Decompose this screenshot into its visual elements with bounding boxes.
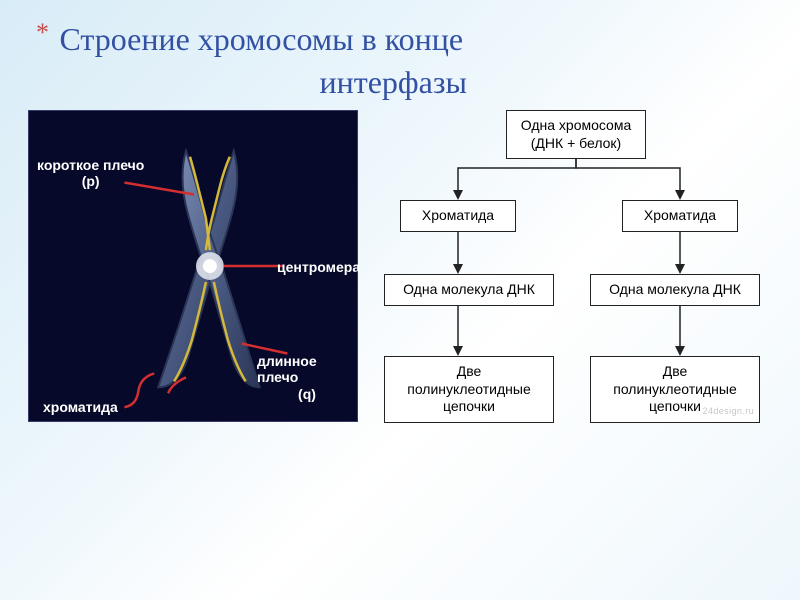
node-poly-left-l3: цепочки	[443, 398, 495, 414]
node-poly-right-l2: полинуклеотидные	[613, 381, 736, 397]
label-chromatid: хроматида	[43, 399, 118, 415]
label-short-arm: короткое плечо (p)	[37, 157, 144, 189]
node-poly-left-l1: Две	[457, 363, 482, 379]
slide-title: Строение хромосомы в конце интерфазы	[59, 18, 467, 104]
content-row: короткое плечо (p) центромера длинное пл…	[0, 104, 800, 430]
flowchart: Одна хромосома (ДНК + белок) Хроматида Х…	[372, 110, 780, 430]
chromosome-panel: короткое плечо (p) центромера длинное пл…	[28, 110, 358, 422]
node-root-l1: Одна хромосома	[521, 117, 632, 133]
node-poly-left-l2: полинуклеотидные	[407, 381, 530, 397]
title-line-2: интерфазы	[59, 61, 467, 104]
label-short-arm-l1: короткое плечо	[37, 157, 144, 173]
slide-title-block: * Строение хромосомы в конце интерфазы	[0, 0, 800, 104]
title-asterisk: *	[36, 18, 49, 48]
label-short-arm-l2: (p)	[37, 173, 144, 189]
title-line-1: Строение хромосомы в конце	[59, 21, 463, 57]
node-root: Одна хромосома (ДНК + белок)	[506, 110, 646, 159]
node-root-l2: (ДНК + белок)	[531, 135, 621, 151]
node-dna-left: Одна молекула ДНК	[384, 274, 554, 306]
label-long-arm-l1: длинное плечо	[257, 353, 317, 385]
label-long-arm: длинное плечо (q)	[257, 353, 357, 401]
node-chromatid-right: Хроматида	[622, 200, 738, 232]
node-poly-left: Две полинуклеотидные цепочки	[384, 356, 554, 423]
watermark: 24design.ru	[703, 406, 754, 416]
node-poly-right-l1: Две	[663, 363, 688, 379]
label-centromere: центромера	[277, 259, 360, 275]
node-dna-right: Одна молекула ДНК	[590, 274, 760, 306]
label-long-arm-l2: (q)	[257, 386, 357, 402]
node-poly-right-l3: цепочки	[649, 398, 701, 414]
node-chromatid-left: Хроматида	[400, 200, 516, 232]
